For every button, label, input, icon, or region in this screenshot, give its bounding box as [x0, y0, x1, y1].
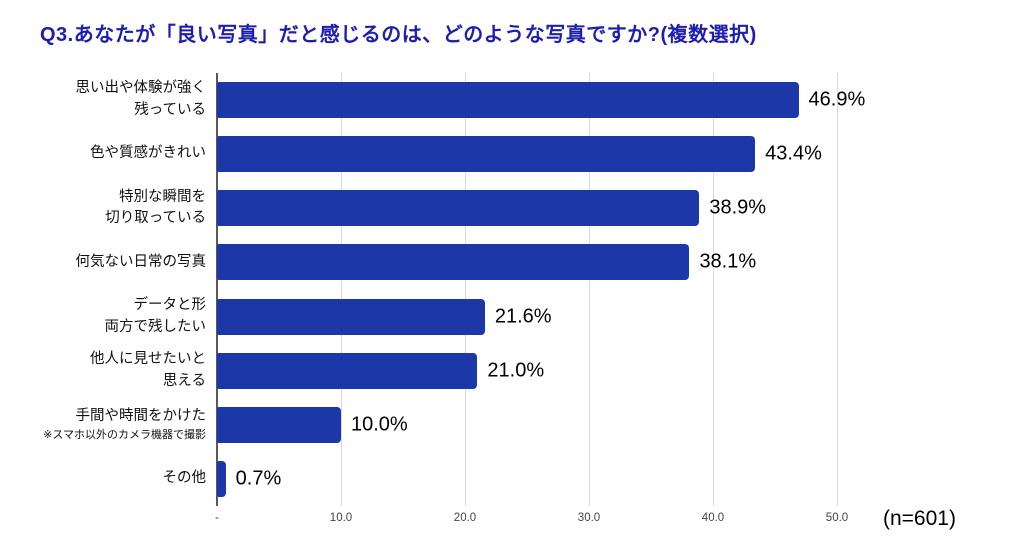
value-label: 21.6% [494, 305, 552, 328]
x-axis-tick: 20.0 [453, 512, 477, 524]
sample-size-label: (n=601) [883, 507, 956, 530]
bar [217, 136, 756, 173]
x-axis-tick: - [215, 512, 219, 524]
bar [217, 352, 478, 389]
x-axis-tick: 40.0 [701, 512, 725, 524]
gridline [589, 73, 590, 506]
category-label: 特別な瞬間を 切り取っている [105, 188, 206, 227]
chart-row: 特別な瞬間を 切り取っている 38.9% [0, 181, 1017, 235]
category-cell: その他 [0, 468, 217, 490]
bar [217, 406, 341, 443]
bar [217, 244, 690, 281]
x-axis-tick: 10.0 [329, 512, 353, 524]
x-axis-tick: 50.0 [825, 512, 849, 524]
category-cell: 特別な瞬間を 切り取っている [0, 187, 217, 231]
bar-track: 43.4% [217, 127, 837, 181]
category-label: その他 [162, 470, 207, 487]
category-cell: 思い出や体験が強く 残っている [0, 78, 217, 122]
chart-row: その他 0.7% [0, 452, 1017, 506]
gridline [465, 73, 466, 506]
chart-row: 手間や時間をかけた ※スマホ以外のカメラ機器で撮影 10.0% [0, 398, 1017, 452]
category-cell: 何気ない日常の写真 [0, 252, 217, 274]
bar-track: 46.9% [217, 73, 865, 127]
category-note: ※スマホ以外のカメラ機器で撮影 [43, 428, 206, 441]
bar [217, 460, 226, 497]
x-axis-tick: 30.0 [577, 512, 601, 524]
bar-track: 38.9% [217, 181, 837, 235]
category-cell: 他人に見せたいと 思える [0, 349, 217, 393]
value-label: 38.1% [699, 250, 757, 273]
value-label: 21.0% [487, 359, 545, 382]
bar [217, 298, 485, 335]
category-label: 何気ない日常の写真 [75, 253, 207, 270]
plot-area [216, 73, 838, 506]
bar [217, 190, 700, 227]
bar-track: 21.0% [217, 344, 837, 398]
gridline [341, 73, 342, 506]
category-cell: 手間や時間をかけた ※スマホ以外のカメラ機器で撮影 [0, 406, 217, 443]
bar-track: 38.1% [217, 235, 837, 289]
value-label: 46.9% [808, 88, 866, 111]
category-cell: 色や質感がきれい [0, 143, 217, 165]
chart-title: Q3.あなたが「良い写真」だと感じるのは、どのような写真ですか?(複数選択) [40, 24, 757, 46]
value-label: 38.9% [709, 196, 767, 219]
value-label: 43.4% [765, 142, 822, 165]
bar-track: 0.7% [217, 452, 837, 506]
value-label: 0.7% [235, 467, 282, 490]
bar-track: 10.0% [217, 398, 837, 452]
chart-row: データと形 両方で残したい 21.6% [0, 290, 1017, 344]
gridline [713, 73, 714, 506]
chart-row: 他人に見せたいと 思える 21.0% [0, 344, 1017, 398]
bar-track: 21.6% [217, 290, 837, 344]
chart-row: 思い出や体験が強く 残っている 46.9% [0, 73, 1017, 127]
chart-row: 何気ない日常の写真 38.1% [0, 235, 1017, 289]
x-axis: - 10.0 20.0 30.0 40.0 50.0 [215, 512, 848, 528]
value-label: 10.0% [351, 413, 408, 436]
chart-row: 色や質感がきれい 43.4% [0, 127, 1017, 181]
category-label: 他人に見せたいと 思える [90, 350, 206, 389]
chart-rows: 思い出や体験が強く 残っている 46.9% 色や質感がきれい 43.4% 特別な瞬間を 切り… [0, 73, 1017, 506]
bar [217, 82, 799, 119]
category-cell: データと形 両方で残したい [0, 295, 217, 339]
category-label: 思い出や体験が強く 残っている [75, 80, 207, 119]
category-label: データと形 両方で残したい [104, 296, 207, 335]
category-label: 手間や時間をかけた [75, 408, 207, 425]
gridline [837, 73, 838, 506]
y-axis-line [216, 73, 218, 506]
category-label: 色や質感がきれい [90, 145, 206, 162]
